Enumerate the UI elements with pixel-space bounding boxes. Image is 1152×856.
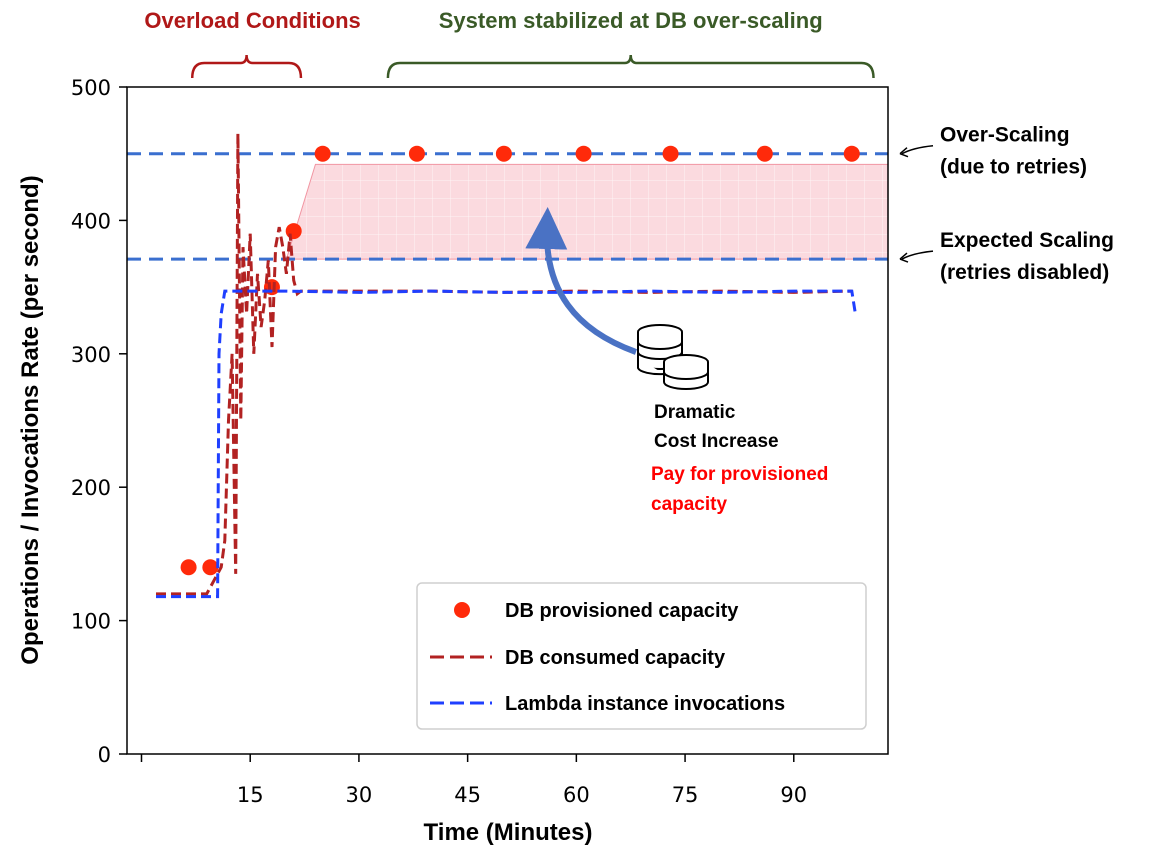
ref-arrowhead-1 — [899, 252, 909, 263]
ref-label-line2-1: (retries disabled) — [940, 261, 1109, 284]
provisioned-point-5 — [408, 145, 425, 162]
x-tick-label: 45 — [454, 783, 481, 807]
cost-text-line2: Cost Increase — [654, 431, 779, 452]
y-tick-label: 300 — [71, 343, 111, 367]
provisioned-point-0 — [180, 559, 197, 576]
reference-annotations: Over-Scaling (due to retries) Expected Sca… — [899, 124, 1114, 284]
cost-arrow — [525, 207, 638, 355]
bracket-1 — [386, 54, 875, 79]
x-tick-label: 75 — [672, 783, 699, 807]
provisioned-point-9 — [756, 145, 773, 162]
provisioned-point-7 — [575, 145, 592, 162]
brackets: Overload Conditions System stabilized at … — [144, 8, 875, 79]
provisioned-point-1 — [202, 559, 219, 576]
bracket-label-0: Overload Conditions — [144, 8, 360, 33]
y-tick-label: 200 — [71, 476, 111, 500]
shaded-region-fill — [285, 163, 889, 260]
ref-arrow-1 — [901, 250, 934, 260]
y-ticks: 0 100 200 300 400 500 — [71, 76, 127, 767]
x-tick-label: 15 — [237, 783, 264, 807]
bracket-label-1: System stabilized at DB over-scaling — [439, 8, 823, 33]
coins-icon — [637, 324, 709, 390]
provisioned-point-4 — [314, 145, 331, 162]
series-line-1 — [156, 133, 852, 596]
bracket-0 — [190, 54, 303, 79]
plot-frame — [126, 86, 889, 755]
legend-label-lambda: Lambda instance invocations — [505, 693, 785, 715]
y-tick-label: 500 — [71, 76, 111, 100]
ref-label-line1-1: Expected Scaling — [940, 229, 1114, 252]
series-line-2 — [156, 289, 857, 599]
ref-label-line1-0: Over-Scaling — [940, 124, 1070, 147]
cost-red-line2: capacity — [651, 494, 727, 515]
legend-box — [416, 582, 867, 730]
ref-arrow-0 — [901, 144, 934, 155]
shaded-cost-region — [285, 163, 889, 260]
series-layer — [156, 133, 860, 599]
provisioned-point-3 — [285, 223, 302, 240]
provisioned-point-8 — [662, 145, 679, 162]
cost-text-line1: Dramatic — [654, 402, 736, 423]
cost-annotation: Dramatic Cost Increase Pay for provision… — [525, 207, 828, 515]
y-axis-title: Operations / Invocations Rate (per secon… — [17, 175, 44, 664]
y-tick-label: 400 — [71, 209, 111, 233]
provisioned-point-6 — [495, 145, 512, 162]
x-tick-label: 60 — [563, 783, 590, 807]
cost-red-line1: Pay for provisioned — [651, 464, 828, 485]
x-axis-title: Time (Minutes) — [424, 819, 593, 846]
provisioned-point-10 — [843, 145, 860, 162]
x-tick-label: 30 — [346, 783, 373, 807]
x-ticks: 15 30 45 60 75 90 — [140, 754, 807, 807]
y-tick-label: 100 — [71, 610, 111, 634]
legend-label-consumed: DB consumed capacity — [505, 647, 726, 669]
ref-label-line2-0: (due to retries) — [940, 156, 1087, 179]
x-tick-label: 90 — [780, 783, 807, 807]
y-tick-label: 0 — [98, 743, 111, 767]
legend-marker-provisioned — [454, 602, 470, 618]
ref-arrowhead-0 — [899, 147, 909, 158]
legend-label-provisioned: DB provisioned capacity — [505, 600, 739, 622]
legend: DB provisioned capacity DB consumed capa… — [416, 582, 867, 730]
